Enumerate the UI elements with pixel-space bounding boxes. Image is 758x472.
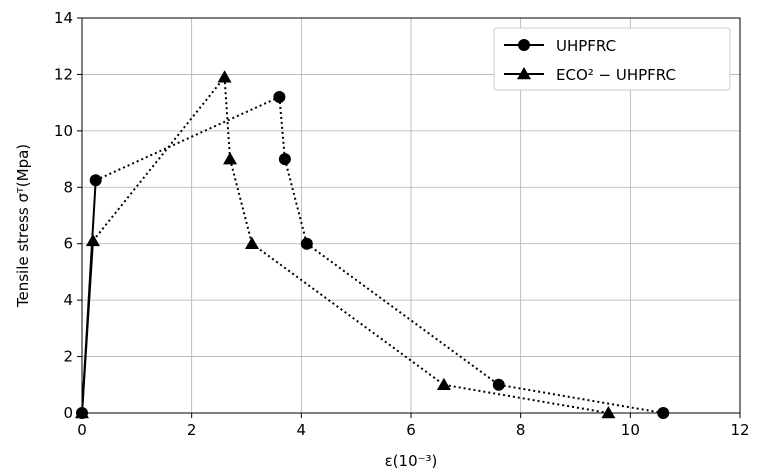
data-point-triangle (85, 233, 100, 247)
series-segment (92, 76, 226, 242)
x-axis-label: ε(10⁻³) (385, 452, 438, 470)
legend: UHPFRC ECO² − UHPFRC (493, 27, 731, 91)
series-segment (278, 96, 286, 160)
legend-entry: ECO² − UHPFRC (504, 66, 676, 84)
y-axis-label: Tensile stress σᵀ(Mpa) (14, 144, 32, 308)
data-point-triangle (601, 406, 616, 419)
y-tick-label: 2 (63, 348, 73, 366)
y-tick-label: 4 (63, 291, 73, 309)
y-tick-label: 10 (54, 122, 73, 140)
series-segment (251, 242, 445, 386)
x-tick-label: 6 (406, 421, 416, 439)
x-tick-label: 10 (621, 421, 640, 439)
legend-entry: UHPFRC (504, 37, 616, 55)
data-point-triangle (217, 70, 232, 83)
series-segment (306, 242, 500, 386)
y-tick-label: 0 (63, 404, 73, 422)
data-point-triangle (244, 236, 259, 249)
data-point-triangle (436, 377, 451, 391)
legend-box (493, 27, 731, 91)
data-point-circle (278, 153, 291, 166)
x-tick-label: 12 (730, 421, 749, 439)
data-point-triangle (517, 67, 531, 80)
series-segment (229, 158, 253, 244)
ticks: 0 2 4 6 8 10 12 0 2 4 6 8 10 12 14 (54, 9, 750, 439)
y-tick-label: 14 (54, 9, 73, 27)
data-point-circle (518, 39, 530, 51)
y-tick-label: 6 (63, 235, 73, 253)
x-tick-label: 4 (297, 421, 307, 439)
series-uhpfrc (76, 91, 670, 419)
series-eco2-uhpfrc (75, 70, 616, 419)
x-tick-label: 8 (516, 421, 526, 439)
series-segment (283, 158, 308, 244)
data-point-circle (492, 378, 505, 391)
legend-label: ECO² − UHPFRC (556, 66, 676, 84)
series-group (75, 70, 670, 419)
series-segment (223, 77, 232, 160)
y-tick-label: 8 (63, 178, 73, 196)
data-point-circle (273, 91, 286, 103)
data-point-circle (89, 174, 102, 187)
x-tick-label: 2 (187, 421, 197, 439)
series-segment (81, 240, 94, 414)
series-segment (95, 96, 280, 182)
x-tick-label: 0 (77, 421, 87, 439)
data-point-triangle (223, 152, 238, 165)
legend-label: UHPFRC (556, 37, 616, 55)
y-tick-label: 12 (54, 65, 73, 83)
data-point-circle (300, 237, 313, 250)
